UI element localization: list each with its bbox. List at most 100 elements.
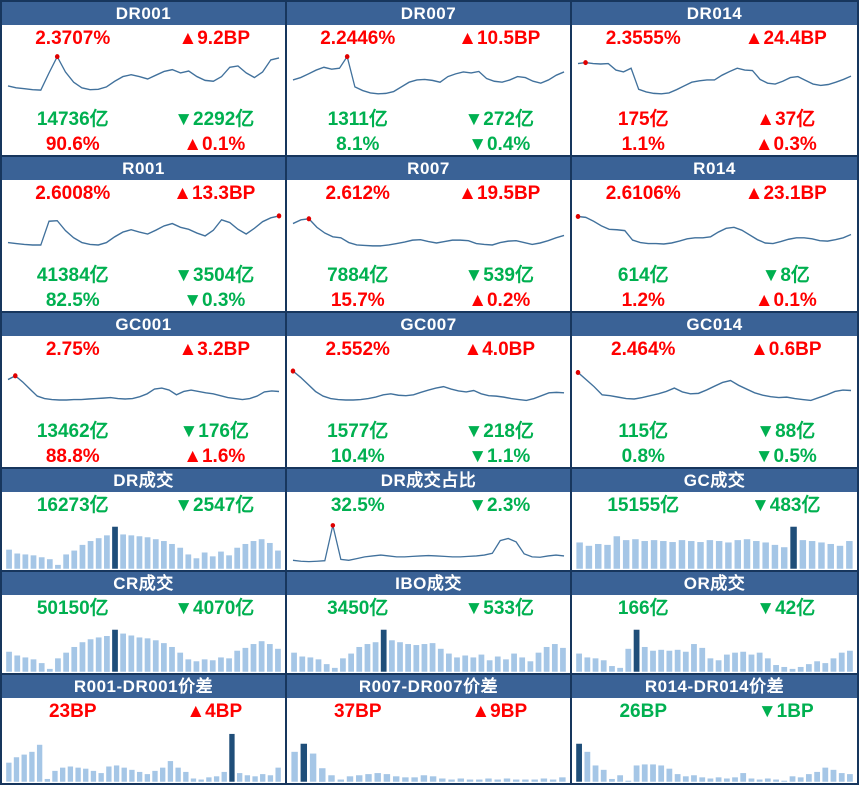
volume-value: 41384亿 [36,265,109,287]
panel-R014-DR014价差[interactable]: R014-DR014价差 26BP ▼1BP [572,675,857,783]
panel-GC007[interactable]: GC007 2.552% ▲4.0BP 1577亿 ▼218亿 10.4% ▼1.1% [287,313,572,469]
panel-title: GC007 [287,313,570,336]
value-value: 37BP [333,701,382,722]
share-change: ▲0.1% [754,289,817,311]
volume-change: ▼3504亿 [174,265,255,287]
panel-DR007[interactable]: DR007 2.2446% ▲10.5BP 1311亿 ▼272亿 8.1% ▼0.4% [287,2,572,157]
panel-R007[interactable]: R007 2.612% ▲19.5BP 7884亿 ▼539亿 15.7% ▲0.2% [287,157,572,313]
DR成交占比-line-chart [290,518,567,569]
panel-title: R001 [2,157,285,180]
panel-R001-DR001价差[interactable]: R001-DR001价差 23BP ▲4BP [2,675,287,783]
panel-R001[interactable]: R001 2.6008% ▲13.3BP 41384亿 ▼3504亿 82.5% ▼0.3% [2,157,287,313]
share-row: 10.4% ▼1.1% [287,446,570,467]
GC007-line-chart [290,362,567,417]
volume-row: 7884亿 ▼539亿 [287,265,570,286]
panel-R007-DR007价差[interactable]: R007-DR007价差 37BP ▲9BP [287,675,572,783]
rate-row: 2.3555% ▲24.4BP [572,28,857,49]
rate-change: ▲13.3BP [173,183,256,204]
DR成交-bar-chart [5,518,282,569]
panel-GC014[interactable]: GC014 2.464% ▲0.6BP 115亿 ▼88亿 0.8% ▼0.5% [572,313,857,469]
R007-line-chart [290,206,567,261]
panel-title: R007-DR007价差 [287,675,570,698]
panel-DR成交[interactable]: DR成交 16273亿 ▼2547亿 [2,469,287,572]
volume-row: 1311亿 ▼272亿 [287,109,570,130]
value-change: ▼2.3% [468,495,531,516]
share-value: 10.4% [330,445,385,467]
panel-title: DR007 [287,2,570,25]
panel-OR成交[interactable]: OR成交 166亿 ▼42亿 [572,572,857,675]
panel-DR成交占比[interactable]: DR成交占比 32.5% ▼2.3% [287,469,572,572]
value-row: 16273亿 ▼2547亿 [2,495,285,516]
share-row: 8.1% ▼0.4% [287,134,570,155]
share-row: 90.6% ▲0.1% [2,134,285,155]
share-value: 82.5% [45,289,100,311]
panel-GC成交[interactable]: GC成交 15155亿 ▼483亿 [572,469,857,572]
rate-row: 2.75% ▲3.2BP [2,339,285,360]
rate-change: ▲23.1BP [744,183,827,204]
panel-GC001[interactable]: GC001 2.75% ▲3.2BP 13462亿 ▼176亿 88.8% ▲1.6% [2,313,287,469]
volume-change: ▼176亿 [179,421,249,443]
volume-change: ▼8亿 [761,265,810,287]
value-value: 32.5% [330,495,385,516]
panel-title: CR成交 [2,572,285,595]
rate-row: 2.612% ▲19.5BP [287,183,570,204]
value-row: 15155亿 ▼483亿 [572,495,857,516]
rate-change: ▲3.2BP [178,339,251,360]
volume-row: 13462亿 ▼176亿 [2,421,285,442]
panel-title: DR成交 [2,469,285,492]
panel-R014[interactable]: R014 2.6106% ▲23.1BP 614亿 ▼8亿 1.2% ▲0.1% [572,157,857,313]
share-value: 1.1% [621,133,665,155]
volume-row: 14736亿 ▼2292亿 [2,109,285,130]
volume-value: 614亿 [617,265,669,287]
share-change: ▼0.3% [183,289,246,311]
share-row: 88.8% ▲1.6% [2,446,285,467]
value-row: 166亿 ▼42亿 [572,598,857,619]
volume-row: 175亿 ▲37亿 [572,109,857,130]
share-change: ▲0.2% [468,289,531,311]
share-value: 88.8% [45,445,100,467]
share-change: ▼1.1% [468,445,531,467]
share-change: ▲0.1% [183,133,246,155]
panel-title: R014 [572,157,857,180]
share-change: ▼0.4% [468,133,531,155]
panel-DR001[interactable]: DR001 2.3707% ▲9.2BP 14736亿 ▼2292亿 90.6% ▲0.1% [2,2,287,157]
rate-row: 2.3707% ▲9.2BP [2,28,285,49]
value-value: 3450亿 [327,598,389,619]
share-row: 1.2% ▲0.1% [572,290,857,311]
rate-value: 2.3555% [605,28,681,49]
volume-row: 614亿 ▼8亿 [572,265,857,286]
R014-line-chart [575,206,854,261]
share-change: ▲0.3% [754,133,817,155]
share-value: 90.6% [45,133,100,155]
rate-row: 2.2446% ▲10.5BP [287,28,570,49]
rate-row: 2.6106% ▲23.1BP [572,183,857,204]
value-value: 26BP [619,701,668,722]
rate-change: ▲19.5BP [458,183,541,204]
value-change: ▲4BP [186,701,243,722]
R007-DR007价差-bar-chart [290,724,567,782]
panel-title: DR成交占比 [287,469,570,492]
GC014-line-chart [575,362,854,417]
share-row: 82.5% ▼0.3% [2,290,285,311]
volume-value: 1577亿 [327,421,389,443]
rate-value: 2.552% [325,339,390,360]
panel-title: DR001 [2,2,285,25]
panel-IBO成交[interactable]: IBO成交 3450亿 ▼533亿 [287,572,572,675]
share-value: 8.1% [336,133,380,155]
rate-value: 2.75% [45,339,100,360]
value-value: 16273亿 [36,495,109,516]
panel-title: GC成交 [572,469,857,492]
panel-DR014[interactable]: DR014 2.3555% ▲24.4BP 175亿 ▲37亿 1.1% ▲0.3% [572,2,857,157]
rate-row: 2.552% ▲4.0BP [287,339,570,360]
value-change: ▲9BP [471,701,528,722]
volume-row: 41384亿 ▼3504亿 [2,265,285,286]
panel-CR成交[interactable]: CR成交 50150亿 ▼4070亿 [2,572,287,675]
R014-DR014价差-bar-chart [575,724,854,782]
rate-change: ▲9.2BP [178,28,251,49]
value-row: 26BP ▼1BP [572,701,857,722]
OR成交-bar-chart [575,621,854,672]
share-value: 0.8% [621,445,665,467]
volume-row: 1577亿 ▼218亿 [287,421,570,442]
rate-change: ▲4.0BP [463,339,536,360]
value-row: 23BP ▲4BP [2,701,285,722]
